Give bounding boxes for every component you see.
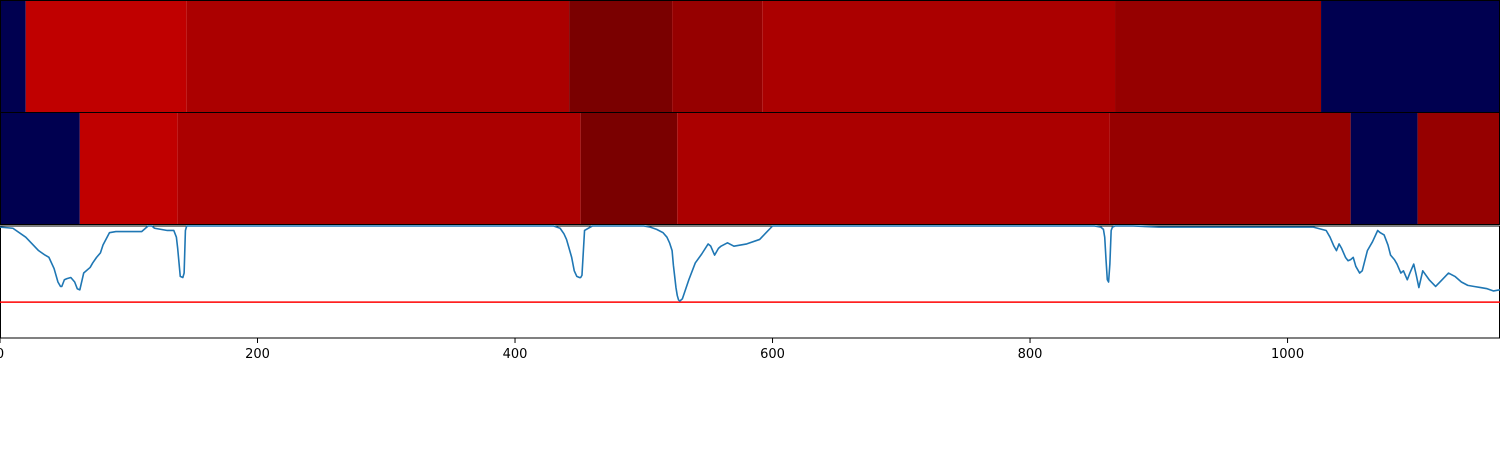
heat-cell-r1-s0 <box>0 113 80 224</box>
x-tick-label-1: 200 <box>245 347 270 362</box>
heat-cell-r1-s2 <box>177 113 581 224</box>
heat-cell-r1-s3 <box>580 113 678 224</box>
heat-cell-r0-s2 <box>186 1 570 112</box>
heat-cell-r0-s0 <box>0 1 26 112</box>
line-panel-frame <box>0 225 1500 339</box>
heat-cell-r0-s7 <box>1321 1 1500 112</box>
x-tick-label-3: 600 <box>760 347 785 362</box>
heatmap-rows <box>0 0 1500 225</box>
heat-cell-r1-s7 <box>1417 113 1500 224</box>
x-tick-label-2: 400 <box>503 347 528 362</box>
heat-cell-r0-s3 <box>569 1 673 112</box>
heat-cell-r0-s6 <box>1115 1 1322 112</box>
x-tick-label-4: 800 <box>1018 347 1043 362</box>
heat-cell-r1-s5 <box>1109 113 1351 224</box>
heat-cell-r0-s1 <box>25 1 187 112</box>
series-line <box>0 225 1500 302</box>
heat-cell-r1-s1 <box>79 113 178 224</box>
x-axis: 0 200 400 600 800 1000 <box>0 338 1304 362</box>
heat-cell-r1-s4 <box>677 113 1110 224</box>
x-tick-label-5: 1000 <box>1271 347 1304 362</box>
line-panel <box>0 225 1500 339</box>
heat-cell-r0-s5 <box>762 1 1116 112</box>
x-tick-label-0: 0 <box>0 347 4 362</box>
heat-cell-r1-s6 <box>1350 113 1418 224</box>
heat-cell-r0-s4 <box>672 1 763 112</box>
